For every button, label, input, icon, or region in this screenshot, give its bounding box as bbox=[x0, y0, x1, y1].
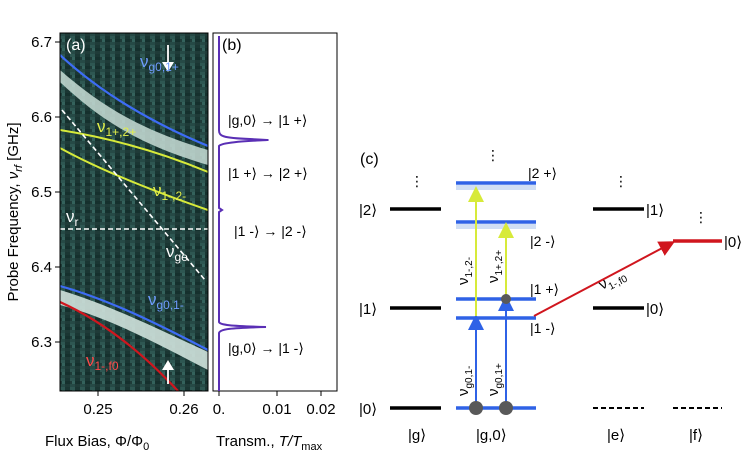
label-g-2: |2⟩ bbox=[359, 202, 377, 219]
band-upper bbox=[60, 70, 208, 165]
panel-a-label: (a) bbox=[66, 37, 86, 54]
label-g-0: |0⟩ bbox=[359, 401, 377, 418]
dot-0-right bbox=[499, 401, 513, 415]
panel-b-frame bbox=[212, 32, 338, 392]
label-f-0: |0⟩ bbox=[724, 234, 742, 251]
panel-a-frame bbox=[59, 32, 209, 392]
transition-1m-2m: |1 -⟩ → |2 -⟩ bbox=[234, 223, 307, 239]
label-2m: |2 -⟩ bbox=[530, 233, 555, 249]
arrow-mf0 bbox=[533, 241, 676, 317]
label-e-1: |1⟩ bbox=[646, 202, 664, 219]
label-g-1: |1⟩ bbox=[359, 301, 377, 318]
label-g01p: νg0,1+ bbox=[140, 52, 179, 74]
panel-a-yticks: 6.7 6.6 6.5 6.4 6.3 bbox=[31, 34, 60, 351]
column-g0: |g,0⟩ bbox=[476, 427, 507, 444]
label-arrow-g01p: νg0,1+ bbox=[485, 363, 505, 396]
dot-0-left bbox=[469, 401, 483, 415]
label-p12p: ν1+,2+ bbox=[97, 117, 136, 139]
column-g: |g⟩ bbox=[408, 427, 426, 444]
panel-c: (c) |2⟩ |1⟩ |0⟩ ⋮ ⋮ |2 +⟩ |2 -⟩ |1 +⟩ |1… bbox=[359, 147, 742, 444]
panel-b: (b) |g,0⟩ → |1 +⟩ |1 +⟩ → |2 +⟩ |1 -⟩ → … bbox=[212, 32, 338, 453]
panel-a: (a) νg0,1+ ν1+,2+ ν1-,2- νr νge νg0,1- ν… bbox=[5, 32, 209, 453]
level-2p-shade bbox=[456, 185, 536, 190]
label-1p: |1 +⟩ bbox=[530, 281, 559, 297]
ytick-3: 6.4 bbox=[31, 259, 52, 276]
panel-b-xticks: 0. 0.01 0.02 bbox=[213, 391, 336, 418]
label-m12m: ν1-,2- bbox=[153, 181, 186, 203]
xtick-0: 0.25 bbox=[83, 401, 112, 418]
xtick-1: 0.26 bbox=[169, 401, 198, 418]
label-g01m: νg0,1- bbox=[148, 290, 184, 312]
label-ge: νge bbox=[166, 242, 188, 264]
panel-c-label: (c) bbox=[360, 151, 379, 168]
dot-1p bbox=[501, 294, 511, 304]
curve-mf0 bbox=[60, 300, 179, 391]
ellipsis-f: ⋮ bbox=[694, 209, 708, 225]
panel-a-xticks: 0.25 0.26 bbox=[83, 391, 199, 418]
label-arrow-p12p: ν1+,2+ bbox=[485, 250, 505, 283]
band-lower bbox=[60, 290, 208, 370]
ellipsis-g: ⋮ bbox=[410, 173, 424, 189]
panel-b-xlabel: Transm., T/Tmax bbox=[216, 433, 323, 453]
ellipsis-e: ⋮ bbox=[614, 173, 628, 189]
curve-m12m bbox=[60, 147, 208, 211]
label-mf0: ν1-,f0 bbox=[86, 351, 119, 373]
label-arrow-g01m: νg0,1- bbox=[455, 366, 475, 396]
level-2m-shade bbox=[456, 224, 536, 229]
label-1m: |1 -⟩ bbox=[530, 320, 555, 336]
transition-g0-1p: |g,0⟩ → |1 +⟩ bbox=[228, 112, 307, 128]
arrow-down-head bbox=[162, 62, 174, 72]
column-e: |e⟩ bbox=[607, 427, 625, 444]
ytick-0: 6.7 bbox=[31, 34, 52, 51]
b-xtick-0: 0. bbox=[213, 401, 226, 418]
ytick-1: 6.6 bbox=[31, 109, 52, 126]
ellipsis-dressed: ⋮ bbox=[486, 147, 500, 163]
panel-a-xlabel: Flux Bias, Φ/Φ0 bbox=[45, 433, 149, 453]
label-2p: |2 +⟩ bbox=[528, 165, 557, 181]
b-xtick-2: 0.02 bbox=[306, 401, 335, 418]
transition-1p-2p: |1 +⟩ → |2 +⟩ bbox=[228, 165, 308, 181]
panel-a-plot bbox=[60, 45, 208, 391]
panel-a-background bbox=[60, 33, 208, 391]
curve-p12p bbox=[60, 129, 208, 173]
panel-b-label: (b) bbox=[222, 37, 242, 54]
transition-g0-1m: |g,0⟩ → |1 -⟩ bbox=[228, 340, 304, 356]
label-arrow-mf0: ν1-,f0 bbox=[596, 265, 630, 296]
ytick-2: 6.5 bbox=[31, 184, 52, 201]
panel-a-ylabel: Probe Frequency, νrf [GHz] bbox=[5, 122, 25, 301]
label-e-0: |0⟩ bbox=[646, 301, 664, 318]
arrow-up-head bbox=[162, 360, 174, 370]
curve-g01p bbox=[60, 54, 208, 148]
curve-g01m bbox=[60, 284, 208, 351]
label-r: νr bbox=[66, 207, 79, 229]
line-ge bbox=[61, 109, 206, 281]
label-arrow-m12m: ν1-,2- bbox=[455, 257, 475, 285]
ytick-4: 6.3 bbox=[31, 334, 52, 351]
column-f: |f⟩ bbox=[689, 427, 703, 444]
transmission-trace bbox=[218, 36, 269, 391]
b-xtick-1: 0.01 bbox=[262, 401, 291, 418]
